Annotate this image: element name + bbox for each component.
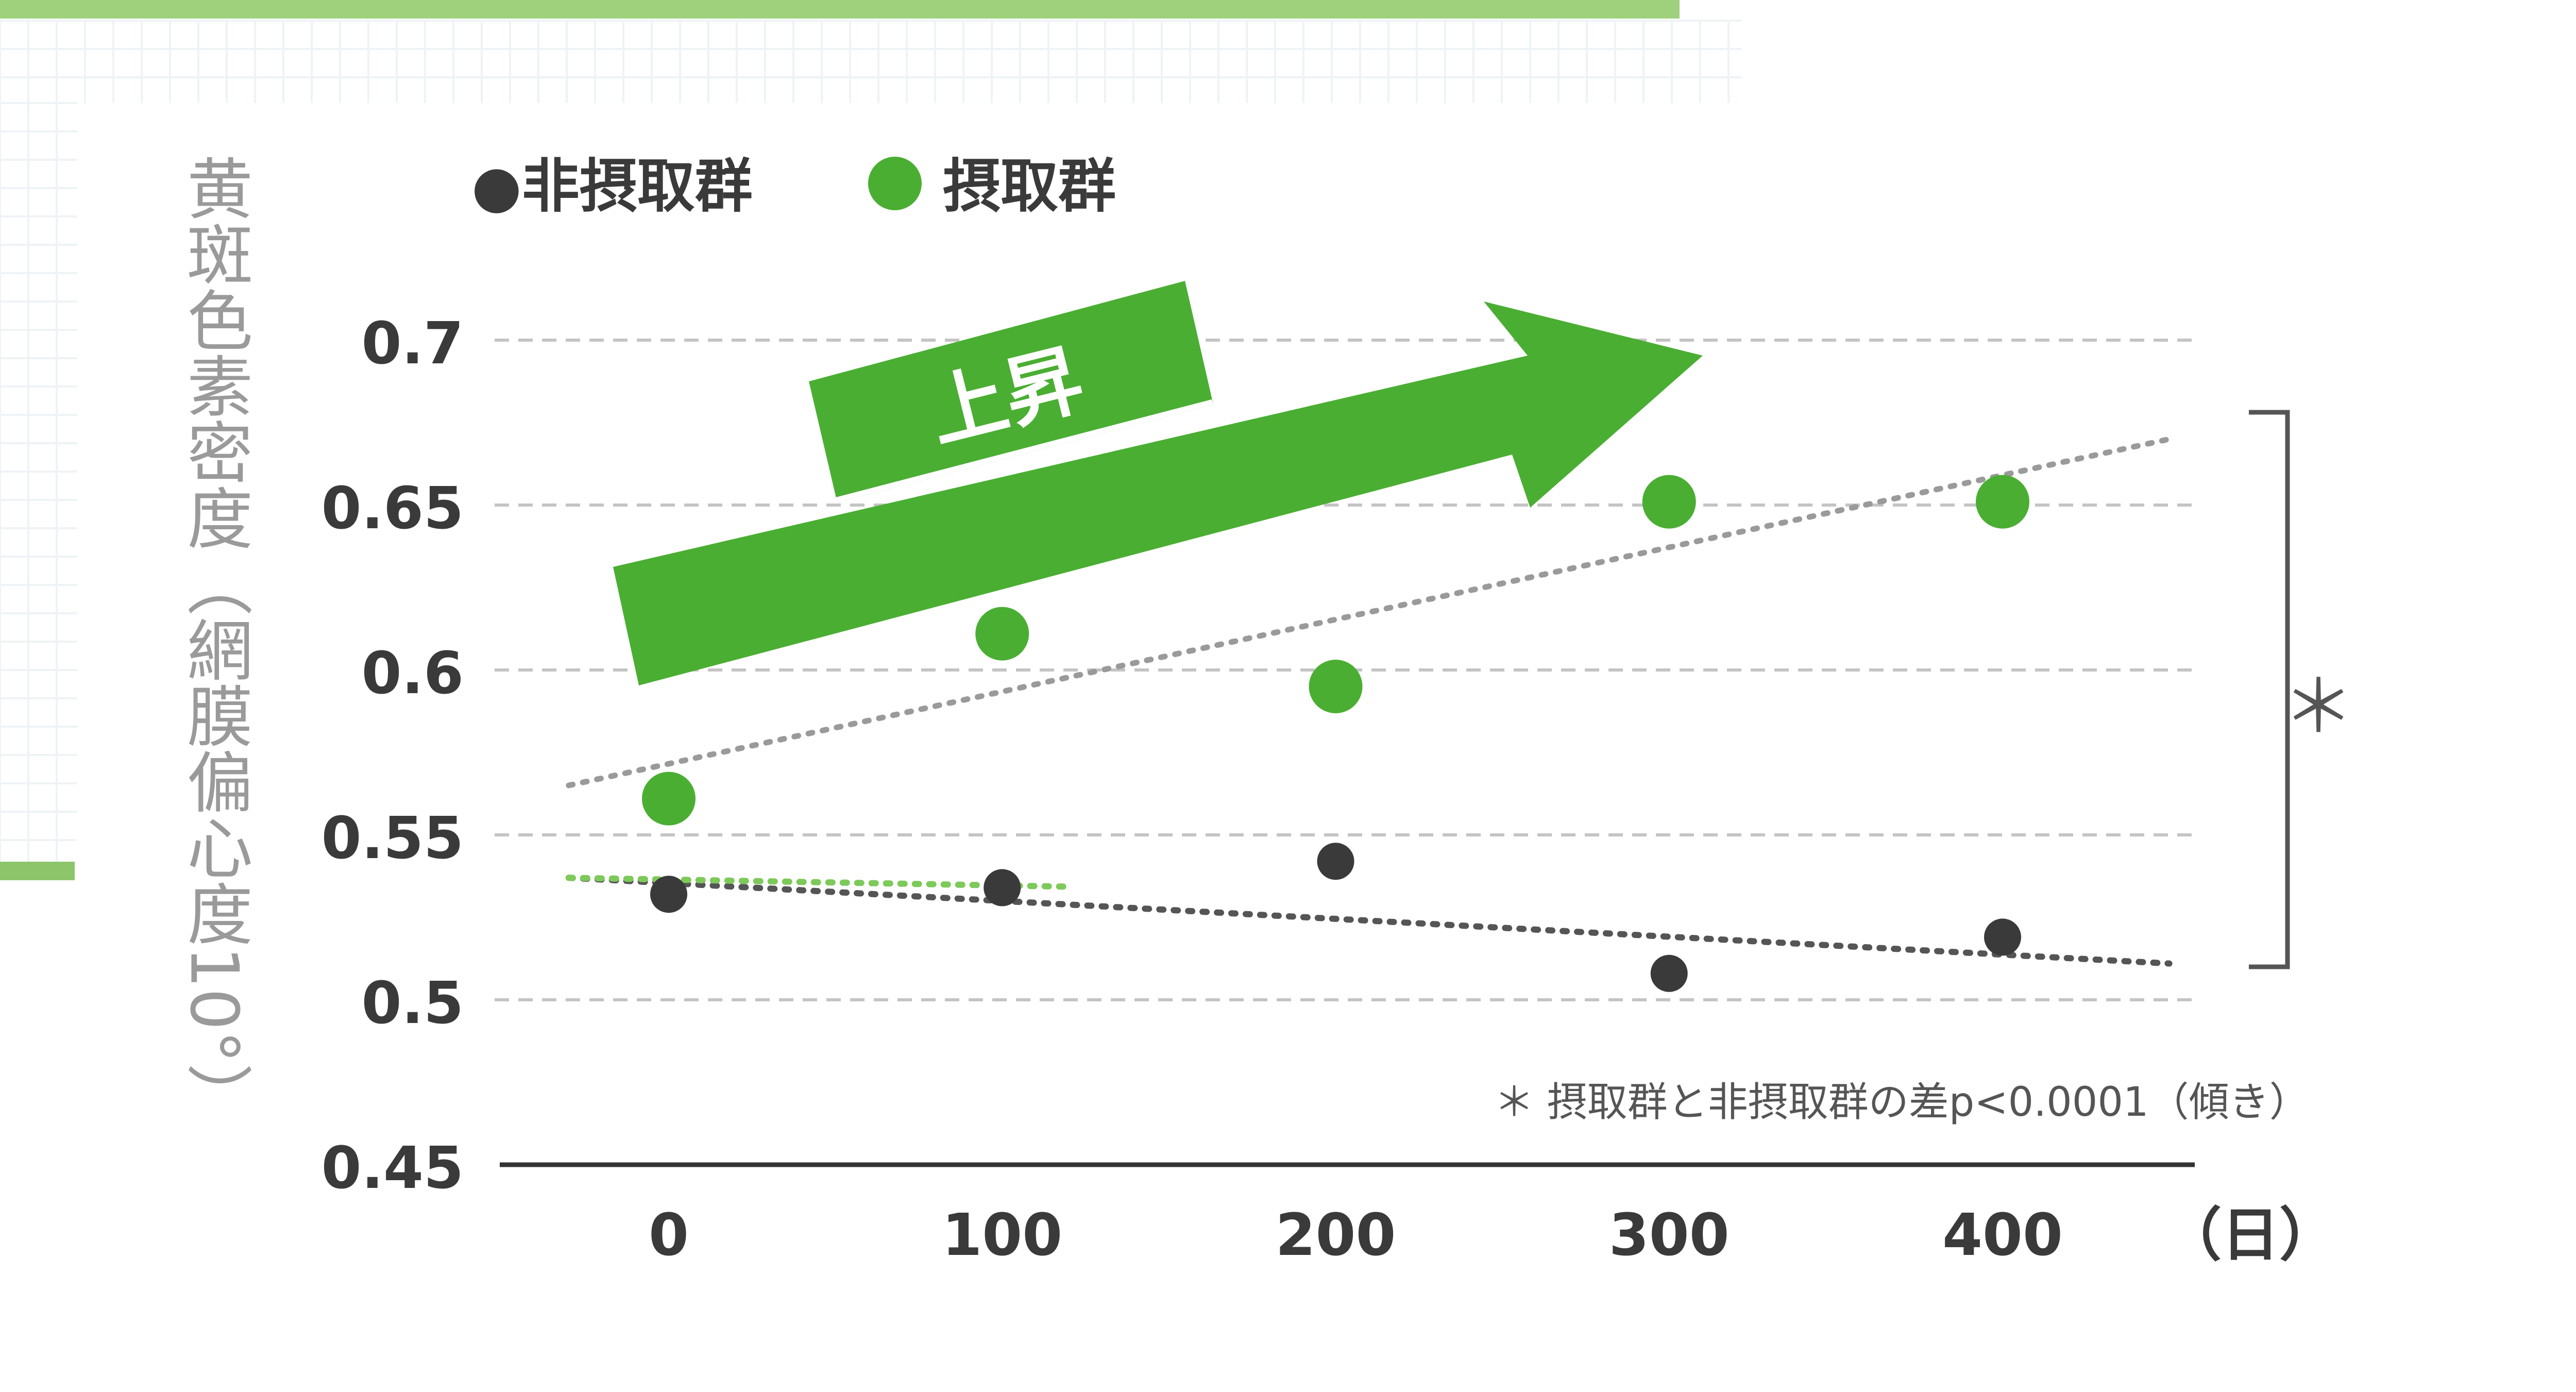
left-accent-bar bbox=[0, 862, 75, 880]
x-axis-unit-label: （日） bbox=[2164, 1202, 2337, 1269]
x-tick-label: 300 bbox=[1609, 1202, 1730, 1269]
x-tick-labels: 0 100 200 300 400 bbox=[649, 1202, 2063, 1269]
y-tick-label: 0.65 bbox=[321, 475, 464, 542]
y-tick-label: 0.6 bbox=[362, 640, 464, 707]
y-axis-label: 黄斑色素密度（網膜偏心度10°） bbox=[176, 155, 252, 1129]
x-tick-label: 100 bbox=[942, 1202, 1062, 1269]
non-intake-point bbox=[984, 869, 1021, 907]
intake-point bbox=[975, 607, 1029, 661]
significance-mark: ＊ bbox=[2282, 665, 2354, 749]
footnote: ＊ 摂取群と非摂取群の差p<0.0001（傾き） bbox=[1494, 1079, 2310, 1126]
x-tick-label: 0 bbox=[649, 1202, 689, 1269]
background-grid-decoration bbox=[0, 20, 1741, 862]
significance-bracket: ＊ bbox=[2249, 410, 2354, 969]
intake-point bbox=[1976, 475, 2029, 529]
data-points bbox=[642, 475, 2029, 992]
bracket-line bbox=[2249, 410, 2290, 969]
non-intake-point bbox=[1984, 918, 2021, 956]
x-tick-label: 400 bbox=[1942, 1202, 2063, 1269]
trend-line-non-intake bbox=[565, 875, 2173, 967]
intake-point bbox=[1309, 660, 1363, 713]
non-intake-point bbox=[1317, 843, 1354, 880]
intake-point bbox=[1642, 475, 1696, 529]
rise-arrow-label-divider bbox=[836, 399, 1213, 502]
legend: ●非摂取群 摂取群 bbox=[471, 153, 1116, 220]
non-intake-point bbox=[1650, 954, 1688, 992]
non-intake-point bbox=[650, 876, 687, 913]
y-tick-labels: 0.7 0.65 0.6 0.55 0.5 0.45 bbox=[321, 310, 464, 1202]
legend-label-non-intake: ●非摂取群 bbox=[471, 153, 753, 220]
legend-label-intake: 摂取群 bbox=[943, 153, 1116, 220]
x-tick-label: 200 bbox=[1276, 1202, 1396, 1269]
y-tick-label: 0.45 bbox=[321, 1135, 464, 1202]
trend-line-intake bbox=[566, 436, 2173, 789]
y-tick-label: 0.5 bbox=[362, 970, 464, 1037]
trend-lines bbox=[565, 436, 2173, 967]
rise-arrow-body bbox=[613, 301, 1703, 685]
y-tick-label: 0.7 bbox=[362, 310, 464, 377]
legend-marker-intake bbox=[868, 157, 922, 210]
rise-arrow: 上昇 bbox=[613, 281, 1703, 685]
y-tick-label: 0.55 bbox=[321, 805, 464, 872]
top-accent-bar bbox=[0, 0, 1680, 19]
intake-point bbox=[642, 772, 696, 826]
rise-arrow-label-box bbox=[809, 281, 1213, 502]
